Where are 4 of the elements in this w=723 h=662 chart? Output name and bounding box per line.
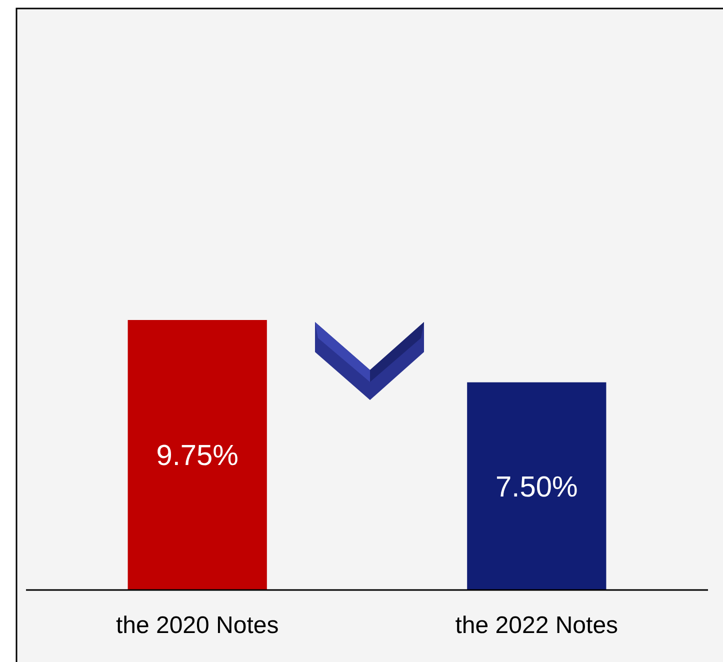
data-label: 7.50% — [496, 471, 578, 504]
data-label: 9.75% — [156, 440, 238, 472]
x-tick-label: the 2022 Notes — [455, 612, 618, 639]
x-tick-label: the 2020 Notes — [116, 612, 279, 639]
